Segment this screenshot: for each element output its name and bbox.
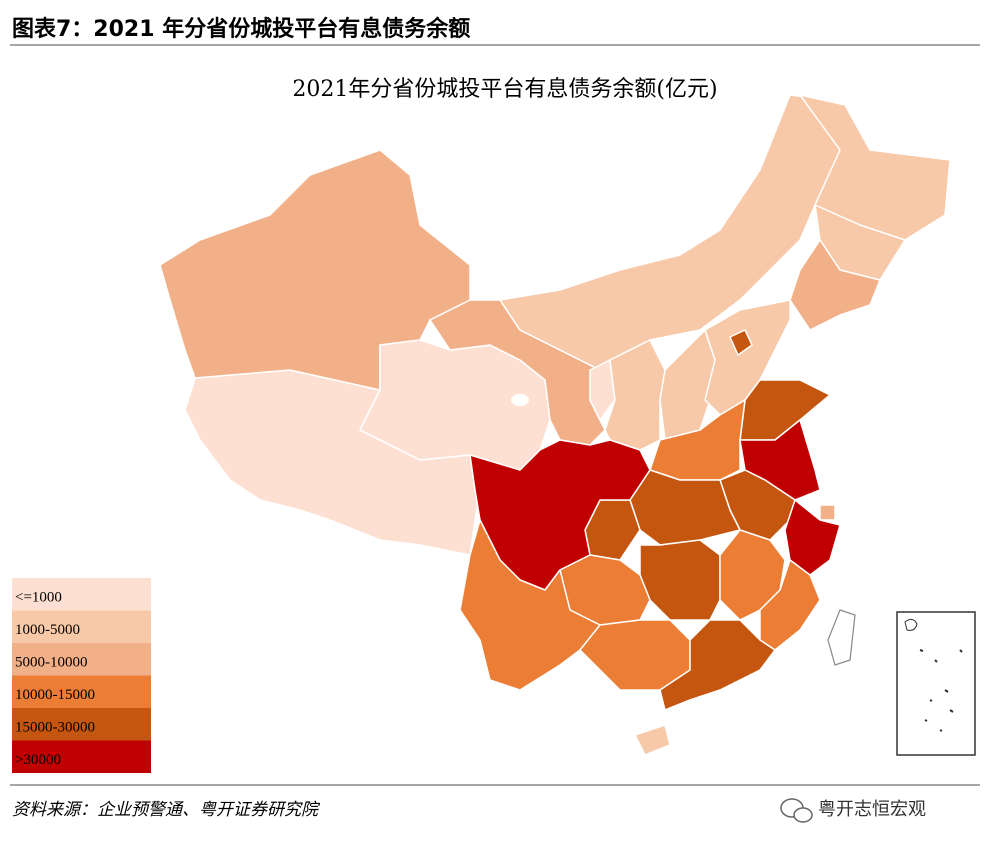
legend-label: >30000 [15, 752, 61, 768]
legend: <=1000 1000-5000 5000-10000 10000-15000 1500… [12, 578, 151, 773]
inset-frame [896, 611, 976, 756]
inset-coast [904, 618, 918, 631]
legend-swatch [12, 675, 151, 708]
province [589, 359, 616, 421]
watermark: 粤开志恒宏观 [818, 799, 926, 820]
legend-label: 15000-30000 [15, 720, 95, 736]
legend-swatch [12, 643, 151, 676]
province [819, 504, 836, 521]
legend-label: 1000-5000 [15, 622, 80, 638]
header-title: 图表7：2021 年分省份城投平台有息债务余额 [12, 16, 470, 42]
province [789, 239, 881, 331]
legend-swatch [12, 708, 151, 741]
south-china-sea-inset [896, 611, 976, 756]
province [729, 329, 753, 356]
province [604, 339, 666, 451]
legend-label: 5000-10000 [15, 655, 88, 671]
province [639, 539, 721, 621]
province [499, 94, 841, 371]
inset-islands [919, 649, 963, 732]
map [159, 94, 951, 756]
province [629, 469, 741, 546]
province [579, 619, 691, 691]
wechat-icon [780, 798, 813, 823]
province [634, 724, 671, 756]
province [784, 499, 841, 576]
source-note: 资料来源：企业预警通、粤开证券研究院 [12, 800, 321, 820]
map-title: 2021年分省份城投平台有息债务余额(亿元) [292, 77, 717, 102]
island [827, 609, 856, 666]
legend-label: 10000-15000 [15, 687, 95, 703]
province [739, 379, 831, 441]
legend-label: <=1000 [15, 590, 62, 606]
province [799, 94, 951, 241]
legend-swatch [12, 578, 151, 611]
legend-swatch [12, 740, 151, 773]
province [759, 559, 821, 651]
province [659, 329, 716, 441]
province [659, 619, 776, 711]
legend-swatch [12, 610, 151, 643]
lake [511, 394, 529, 406]
